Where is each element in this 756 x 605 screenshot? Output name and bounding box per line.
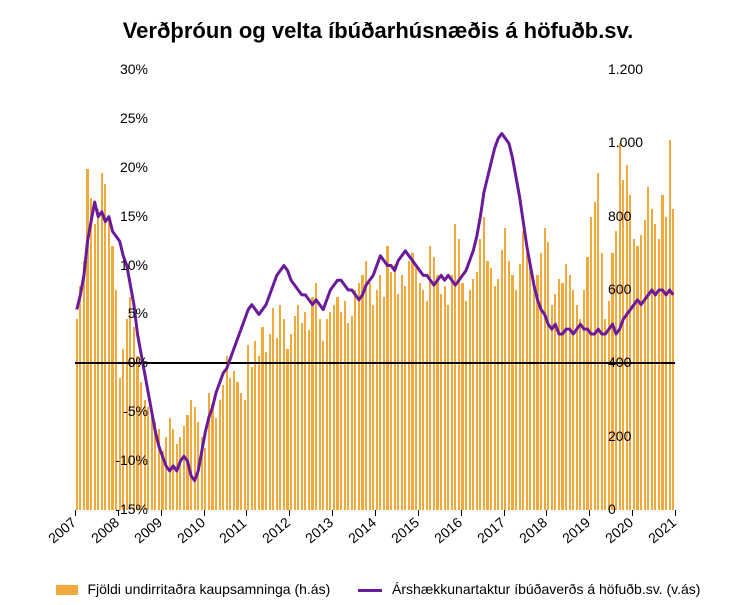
x-tick <box>375 510 376 516</box>
legend-swatch-line <box>358 589 382 592</box>
x-tick-label: 2013 <box>302 514 336 546</box>
x-tick-label: 2012 <box>259 514 293 546</box>
legend-swatch-bar <box>56 585 78 595</box>
y-left-tick-label: -5% <box>88 403 148 419</box>
x-tick <box>504 510 505 516</box>
y-left-tick-label: -15% <box>88 501 148 517</box>
x-tick <box>161 510 162 516</box>
x-tick-label: 2015 <box>388 514 422 546</box>
x-tick-label: 2018 <box>516 514 550 546</box>
legend: Fjöldi undirritaðra kaupsamninga (h.ás) … <box>0 581 756 597</box>
y-right-tick-label: 1.000 <box>608 134 668 150</box>
y-right-tick-label: 600 <box>608 281 668 297</box>
y-right-tick-label: 0 <box>608 501 668 517</box>
x-tick-label: 2016 <box>431 514 465 546</box>
y-left-tick-label: 25% <box>88 110 148 126</box>
x-tick-label: 2008 <box>88 514 122 546</box>
x-tick-label: 2017 <box>474 514 508 546</box>
x-tick <box>332 510 333 516</box>
legend-line-label: Árshækkunartaktur íbúðaverðs á höfuðb.sv… <box>392 581 700 597</box>
x-tick <box>675 510 676 516</box>
chart-title: Verðþróun og velta íbúðarhúsnæðis á höfu… <box>0 18 756 44</box>
x-tick <box>589 510 590 516</box>
y-right-tick-label: 400 <box>608 354 668 370</box>
chart-container: Verðþróun og velta íbúðarhúsnæðis á höfu… <box>0 0 756 605</box>
x-tick-label: 2011 <box>216 515 249 547</box>
y-left-tick-label: 0% <box>88 354 148 370</box>
y-right-tick-label: 200 <box>608 428 668 444</box>
y-right-tick-label: 800 <box>608 208 668 224</box>
x-tick <box>418 510 419 516</box>
x-tick-label: 2009 <box>131 514 165 546</box>
x-tick <box>204 510 205 516</box>
y-left-tick-label: 10% <box>88 257 148 273</box>
x-tick-label: 2021 <box>645 514 679 546</box>
x-tick-label: 2010 <box>174 514 208 546</box>
x-tick-label: 2020 <box>602 514 636 546</box>
x-tick-label: 2007 <box>45 514 79 546</box>
x-tick <box>461 510 462 516</box>
x-tick <box>289 510 290 516</box>
y-left-tick-label: 5% <box>88 305 148 321</box>
line-layer <box>75 70 675 510</box>
y-right-tick-label: 1.200 <box>608 61 668 77</box>
legend-bar-label: Fjöldi undirritaðra kaupsamninga (h.ás) <box>87 581 330 597</box>
y-left-tick-label: 15% <box>88 208 148 224</box>
x-tick <box>546 510 547 516</box>
x-tick-label: 2014 <box>345 514 379 546</box>
x-tick <box>75 510 76 516</box>
x-tick-label: 2019 <box>559 514 593 546</box>
x-tick <box>246 510 247 516</box>
y-left-tick-label: 20% <box>88 159 148 175</box>
y-left-tick-label: 30% <box>88 61 148 77</box>
legend-item-line: Árshækkunartaktur íbúðaverðs á höfuðb.sv… <box>358 581 700 597</box>
price-line <box>77 134 673 481</box>
plot-area <box>75 70 675 510</box>
y-left-tick-label: -10% <box>88 452 148 468</box>
legend-item-bars: Fjöldi undirritaðra kaupsamninga (h.ás) <box>56 581 331 597</box>
